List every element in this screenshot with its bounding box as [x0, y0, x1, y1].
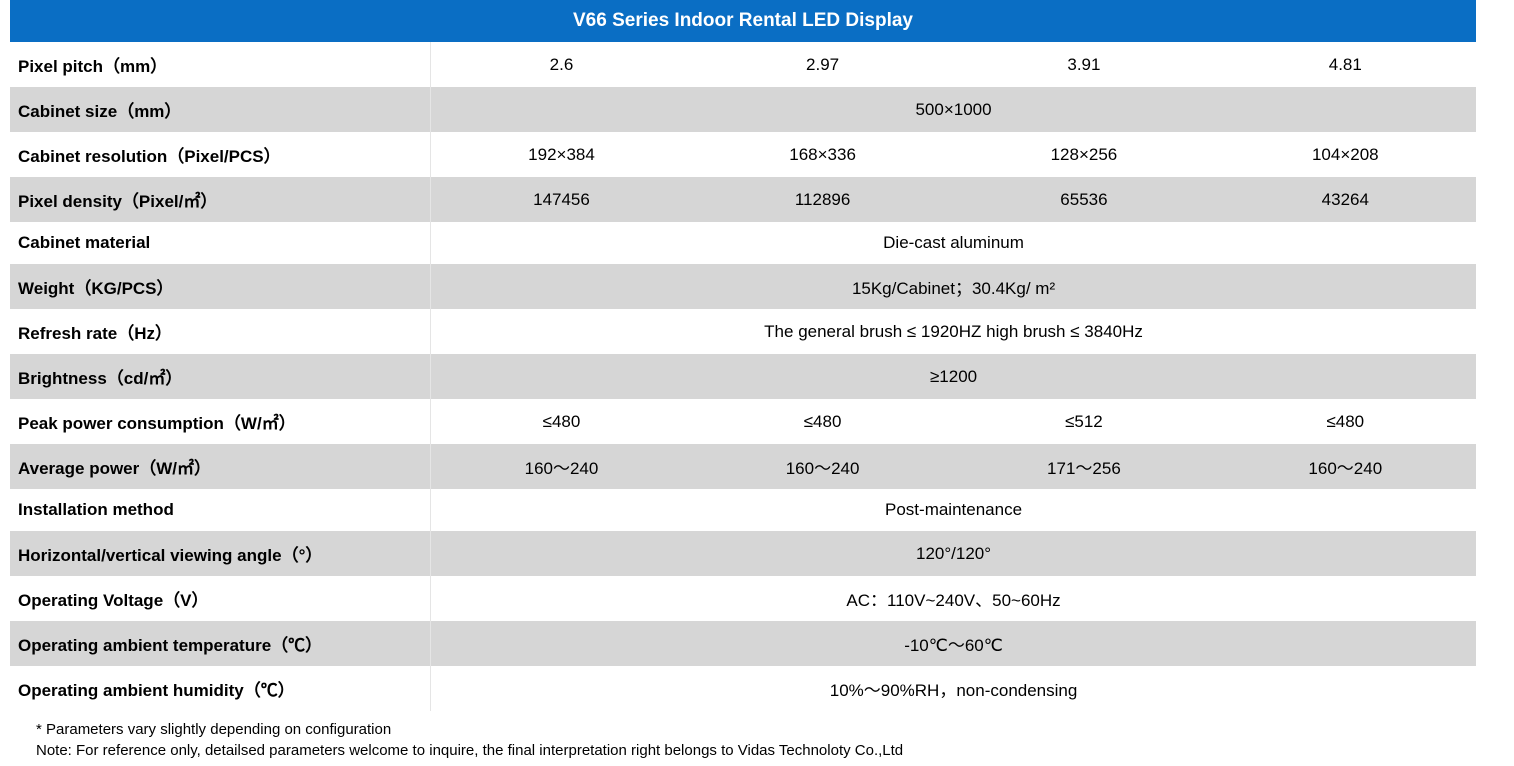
table-row: Horizontal/vertical viewing angle（°）120°… [10, 531, 1476, 576]
row-span-value: 15Kg/Cabinet；30.4Kg/ m² [431, 264, 1476, 309]
row-cell: 4.81 [1215, 42, 1476, 87]
table-row: Operating ambient temperature（℃）-10℃～60℃ [10, 621, 1476, 666]
row-span-value: 120°/120° [431, 531, 1476, 576]
row-cell: 128×256 [953, 132, 1214, 177]
row-span-value: ≥1200 [431, 354, 1476, 399]
row-label: Cabinet size（mm） [10, 87, 431, 132]
row-label: Operating Voltage（V） [10, 576, 431, 621]
row-cell: 104×208 [1215, 132, 1476, 177]
row-span-value: -10℃～60℃ [431, 621, 1476, 666]
row-cell: 65536 [953, 177, 1214, 222]
row-cell: 2.6 [431, 42, 692, 87]
table-row: Refresh rate（Hz）The general brush ≤ 1920… [10, 309, 1476, 354]
row-cell: 147456 [431, 177, 692, 222]
table-row: Weight（KG/PCS）15Kg/Cabinet；30.4Kg/ m² [10, 264, 1476, 309]
table-row: Cabinet size（mm）500×1000 [10, 87, 1476, 132]
table-row: Average power（W/㎡）160～240160～240171～2561… [10, 444, 1476, 489]
footnote-1: * Parameters vary slightly depending on … [36, 719, 1514, 740]
row-cell: ≤480 [692, 399, 953, 444]
row-label: Refresh rate（Hz） [10, 309, 431, 354]
footnote-2: Note: For reference only, detailsed para… [36, 740, 1514, 761]
row-cell: ≤480 [431, 399, 692, 444]
row-label: Brightness（cd/㎡） [10, 354, 431, 399]
row-span-value: 10%～90%RH，non-condensing [431, 666, 1476, 711]
table-title: V66 Series Indoor Rental LED Display [10, 0, 1476, 42]
spec-table: V66 Series Indoor Rental LED Display Pix… [10, 0, 1476, 711]
row-label: Weight（KG/PCS） [10, 264, 431, 309]
row-span-value: The general brush ≤ 1920HZ high brush ≤ … [431, 309, 1476, 354]
row-label: Installation method [10, 489, 431, 531]
table-row: Cabinet materialDie-cast aluminum [10, 222, 1476, 264]
row-label: Cabinet resolution（Pixel/PCS） [10, 132, 431, 177]
row-cell: 192×384 [431, 132, 692, 177]
table-row: Operating ambient humidity（℃）10%～90%RH，n… [10, 666, 1476, 711]
row-span-value: AC：110V~240V、50~60Hz [431, 576, 1476, 621]
row-cell: 160～240 [1215, 444, 1476, 489]
row-span-value: Die-cast aluminum [431, 222, 1476, 264]
table-row: Peak power consumption（W/㎡）≤480≤480≤512≤… [10, 399, 1476, 444]
table-row: Operating Voltage（V）AC：110V~240V、50~60Hz [10, 576, 1476, 621]
row-label: Pixel density（Pixel/㎡） [10, 177, 431, 222]
row-label: Operating ambient temperature（℃） [10, 621, 431, 666]
table-row: Cabinet resolution（Pixel/PCS）192×384168×… [10, 132, 1476, 177]
table-row: Pixel pitch（mm）2.62.973.914.81 [10, 42, 1476, 87]
row-cell: ≤512 [953, 399, 1214, 444]
row-label: Horizontal/vertical viewing angle（°） [10, 531, 431, 576]
row-span-value: Post-maintenance [431, 489, 1476, 531]
footnotes: * Parameters vary slightly depending on … [36, 719, 1514, 761]
row-cell: 160～240 [431, 444, 692, 489]
row-cell: ≤480 [1215, 399, 1476, 444]
row-cell: 2.97 [692, 42, 953, 87]
row-cell: 168×336 [692, 132, 953, 177]
row-span-value: 500×1000 [431, 87, 1476, 132]
row-cell: 112896 [692, 177, 953, 222]
row-cell: 3.91 [953, 42, 1214, 87]
row-label: Peak power consumption（W/㎡） [10, 399, 431, 444]
row-cell: 171～256 [953, 444, 1214, 489]
table-row: Installation methodPost-maintenance [10, 489, 1476, 531]
table-row: Pixel density（Pixel/㎡）147456112896655364… [10, 177, 1476, 222]
table-row: Brightness（cd/㎡）≥1200 [10, 354, 1476, 399]
row-label: Average power（W/㎡） [10, 444, 431, 489]
row-label: Cabinet material [10, 222, 431, 264]
row-label: Operating ambient humidity（℃） [10, 666, 431, 711]
row-cell: 160～240 [692, 444, 953, 489]
row-cell: 43264 [1215, 177, 1476, 222]
row-label: Pixel pitch（mm） [10, 42, 431, 87]
